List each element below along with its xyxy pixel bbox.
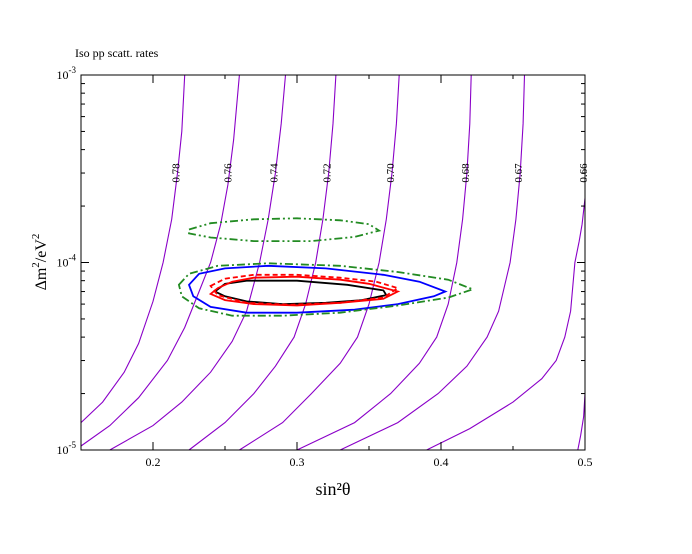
- iso-rate-curve-0.67: [339, 74, 526, 451]
- x-tick-label: 0.2: [146, 455, 161, 469]
- y-axis-label: Δm2/eV2: [30, 234, 50, 291]
- tick-labels: 0.2 0.3 0.4 0.5 10-5 10-4 10-3: [57, 65, 593, 469]
- iso-rate-labels: 0.78 0.76 0.74 0.72 0.70 0.68 0.67 0.66: [170, 163, 590, 183]
- axis-ticks: [80, 75, 586, 451]
- y-tick-label: 10-3: [57, 65, 77, 82]
- iso-rate-label: 0.70: [385, 163, 397, 183]
- iso-rate-curves: [80, 74, 586, 451]
- contour-5: [188, 217, 382, 242]
- y-label-mid: /eV: [33, 239, 50, 263]
- y-label-sup2: 2: [30, 234, 42, 240]
- plot-frame: [80, 74, 586, 451]
- y-tick-label: 10-5: [57, 440, 77, 457]
- iso-rate-label: 0.67: [513, 163, 525, 183]
- y-label-base: Δm: [33, 267, 50, 290]
- iso-rate-label: 0.76: [222, 163, 234, 183]
- iso-rate-label: 0.72: [322, 163, 334, 182]
- contour-4: [177, 262, 476, 317]
- y-label-sup1: 2: [30, 262, 42, 268]
- iso-rate-curve-0.76: [80, 74, 240, 447]
- y-tick-label: 10-4: [57, 253, 77, 270]
- x-tick-label: 0.4: [434, 455, 449, 469]
- contour-3: [187, 264, 448, 314]
- confidence-contours: [177, 217, 476, 317]
- iso-rate-curve-0.70: [239, 74, 400, 451]
- x-axis-label: sin²θ: [315, 479, 350, 499]
- iso-rate-curve-0.74: [109, 74, 287, 451]
- iso-rate-curve-0.66: [426, 198, 586, 451]
- iso-rate-curve-0.68: [296, 74, 472, 451]
- x-tick-label: 0.3: [290, 455, 305, 469]
- contour-2: [208, 275, 401, 307]
- iso-rate-label: 0.68: [460, 163, 472, 183]
- iso-rate-label: 0.74: [268, 163, 280, 183]
- iso-rate-label: 0.78: [170, 163, 182, 183]
- x-tick-label: 0.5: [578, 455, 593, 469]
- iso-rate-curve-0.78: [80, 74, 186, 423]
- iso-rate-curve-edge: [577, 393, 586, 451]
- chart-title: Iso pp scatt. rates: [75, 46, 159, 60]
